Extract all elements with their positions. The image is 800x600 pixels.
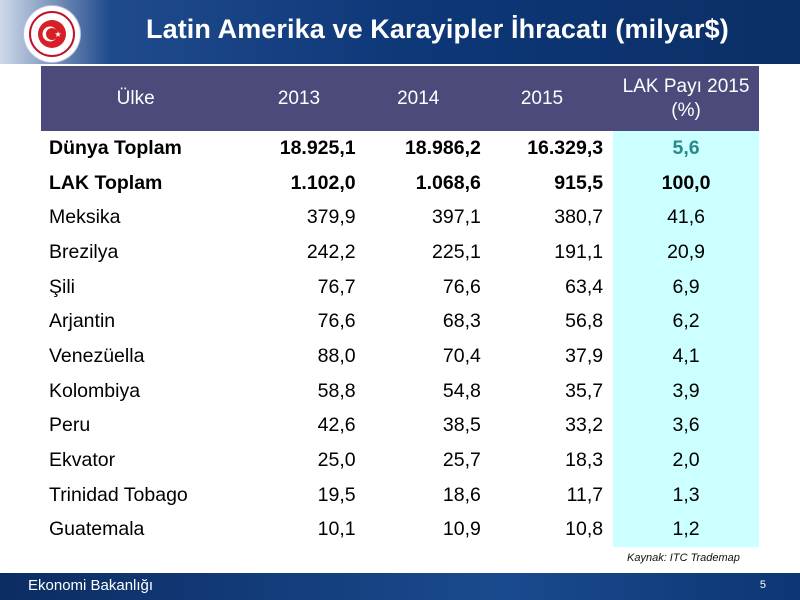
cell-country: Şili [49,275,76,298]
cell-country: Peru [49,414,91,437]
cell-country: Arjantin [49,310,116,333]
cell-country: Ekvator [49,449,116,472]
cell-2013: 25,0 [317,449,356,472]
cell-2014: 1.068,6 [415,171,481,194]
page-number: 5 [759,579,766,591]
cell-share: 3,6 [613,408,760,444]
column-header-2014: 2014 [397,87,440,109]
cell-2013: 1.102,0 [290,171,356,194]
table-row: Brezilya 242,2 225,1 191,1 20,9 [41,235,760,270]
table-row: Kolombiya 58,8 54,8 35,7 3,9 [41,373,760,409]
cell-country: Venezüella [49,344,145,367]
cell-2014: 18.986,2 [404,136,481,159]
cell-2015: 915,5 [554,171,604,194]
table-row: LAK Toplam 1.102,0 1.068,6 915,5 100,0 [41,165,760,201]
cell-share: 41,6 [613,200,760,236]
cell-share: 6,2 [613,304,760,340]
cell-share: 4,1 [613,339,760,374]
cell-2013: 42,6 [317,414,356,437]
cell-2014: 70,4 [442,344,481,367]
cell-2013: 76,7 [317,275,356,298]
cell-2013: 379,9 [306,206,356,229]
footer-bar: Ekonomi Bakanlığı 5 [0,573,800,600]
cell-2014: 397,1 [432,206,481,229]
cell-2015: 380,7 [554,206,604,229]
seal-ring [29,11,75,57]
cell-2015: 10,8 [565,518,604,541]
cell-2015: 18,3 [565,449,604,472]
cell-country: Meksika [49,206,121,229]
table-row: Guatemala 10,1 10,9 10,8 1,2 [41,512,760,548]
cell-country: Trinidad Tobago [49,483,188,506]
table-row: Trinidad Tobago 19,5 18,6 11,7 1,3 [41,477,760,513]
column-header-2013: 2013 [277,87,321,109]
cell-2015: 191,1 [554,240,604,263]
cell-2014: 68,3 [442,310,481,333]
source-note: Kaynak: ITC Trademap [627,552,740,564]
cell-2015: 56,8 [565,310,604,333]
cell-2013: 18.925,1 [279,136,356,159]
cell-2015: 16.329,3 [527,136,604,159]
table-row: Venezüella 88,0 70,4 37,9 4,1 [41,339,760,374]
table-row: Arjantin 76,6 68,3 56,8 6,2 [41,304,760,340]
cell-share: 6,9 [613,269,760,305]
cell-2013: 10,1 [317,518,356,541]
cell-2013: 76,6 [317,310,356,333]
cell-2013: 58,8 [317,379,356,402]
ministry-seal-logo [24,6,80,62]
title-banner: Latin Amerika ve Karayipler İhracatı (mi… [0,0,800,64]
cell-share: 1,3 [613,477,760,513]
cell-2013: 88,0 [317,344,356,367]
cell-country: Dünya Toplam [49,136,182,159]
cell-share: 5,6 [613,131,760,166]
cell-2014: 18,6 [442,483,481,506]
crescent-star-icon [42,26,62,42]
slide-title: Latin Amerika ve Karayipler İhracatı (mi… [146,14,729,44]
cell-2014: 76,6 [442,275,481,298]
cell-2015: 11,7 [566,483,604,506]
cell-2014: 225,1 [432,240,481,263]
column-header-country: Ülke [116,87,155,109]
cell-2014: 25,7 [442,449,481,472]
table-row: Ekvator 25,0 25,7 18,3 2,0 [41,443,760,478]
cell-country: Guatemala [49,518,145,541]
cell-share: 2,0 [613,443,760,478]
cell-share: 3,9 [613,373,760,409]
cell-share: 20,9 [613,235,760,270]
table-header: Ülke 2013 2014 2015 LAK Payı 2015 (%) [41,66,759,131]
cell-2014: 38,5 [442,414,481,437]
cell-2013: 242,2 [306,240,356,263]
table-row: Meksika 379,9 397,1 380,7 41,6 [41,200,760,236]
table-body: Dünya Toplam 18.925,1 18.986,2 16.329,3 5,6 L… [41,131,760,548]
cell-2014: 54,8 [442,379,481,402]
cell-2015: 63,4 [565,275,604,298]
cell-share: 1,2 [613,512,760,548]
table-row: Şili 76,7 76,6 63,4 6,9 [41,269,760,305]
cell-share: 100,0 [613,165,760,201]
cell-2013: 19,5 [317,483,356,506]
table-row: Dünya Toplam 18.925,1 18.986,2 16.329,3 5,6 [41,131,760,166]
cell-country: LAK Toplam [49,171,163,194]
cell-2015: 37,9 [565,344,604,367]
cell-2014: 10,9 [442,518,481,541]
ministry-name: Ekonomi Bakanlığı [28,577,154,594]
column-header-2015: 2015 [520,87,564,109]
cell-country: Kolombiya [49,379,141,402]
cell-2015: 35,7 [565,379,604,402]
column-header-share: LAK Payı 2015 (%) [622,75,750,121]
export-table: Ülke 2013 2014 2015 LAK Payı 2015 (%) Dü… [41,66,760,548]
cell-country: Brezilya [49,240,119,263]
table-row: Peru 42,6 38,5 33,2 3,6 [41,408,760,444]
cell-2015: 33,2 [565,414,604,437]
